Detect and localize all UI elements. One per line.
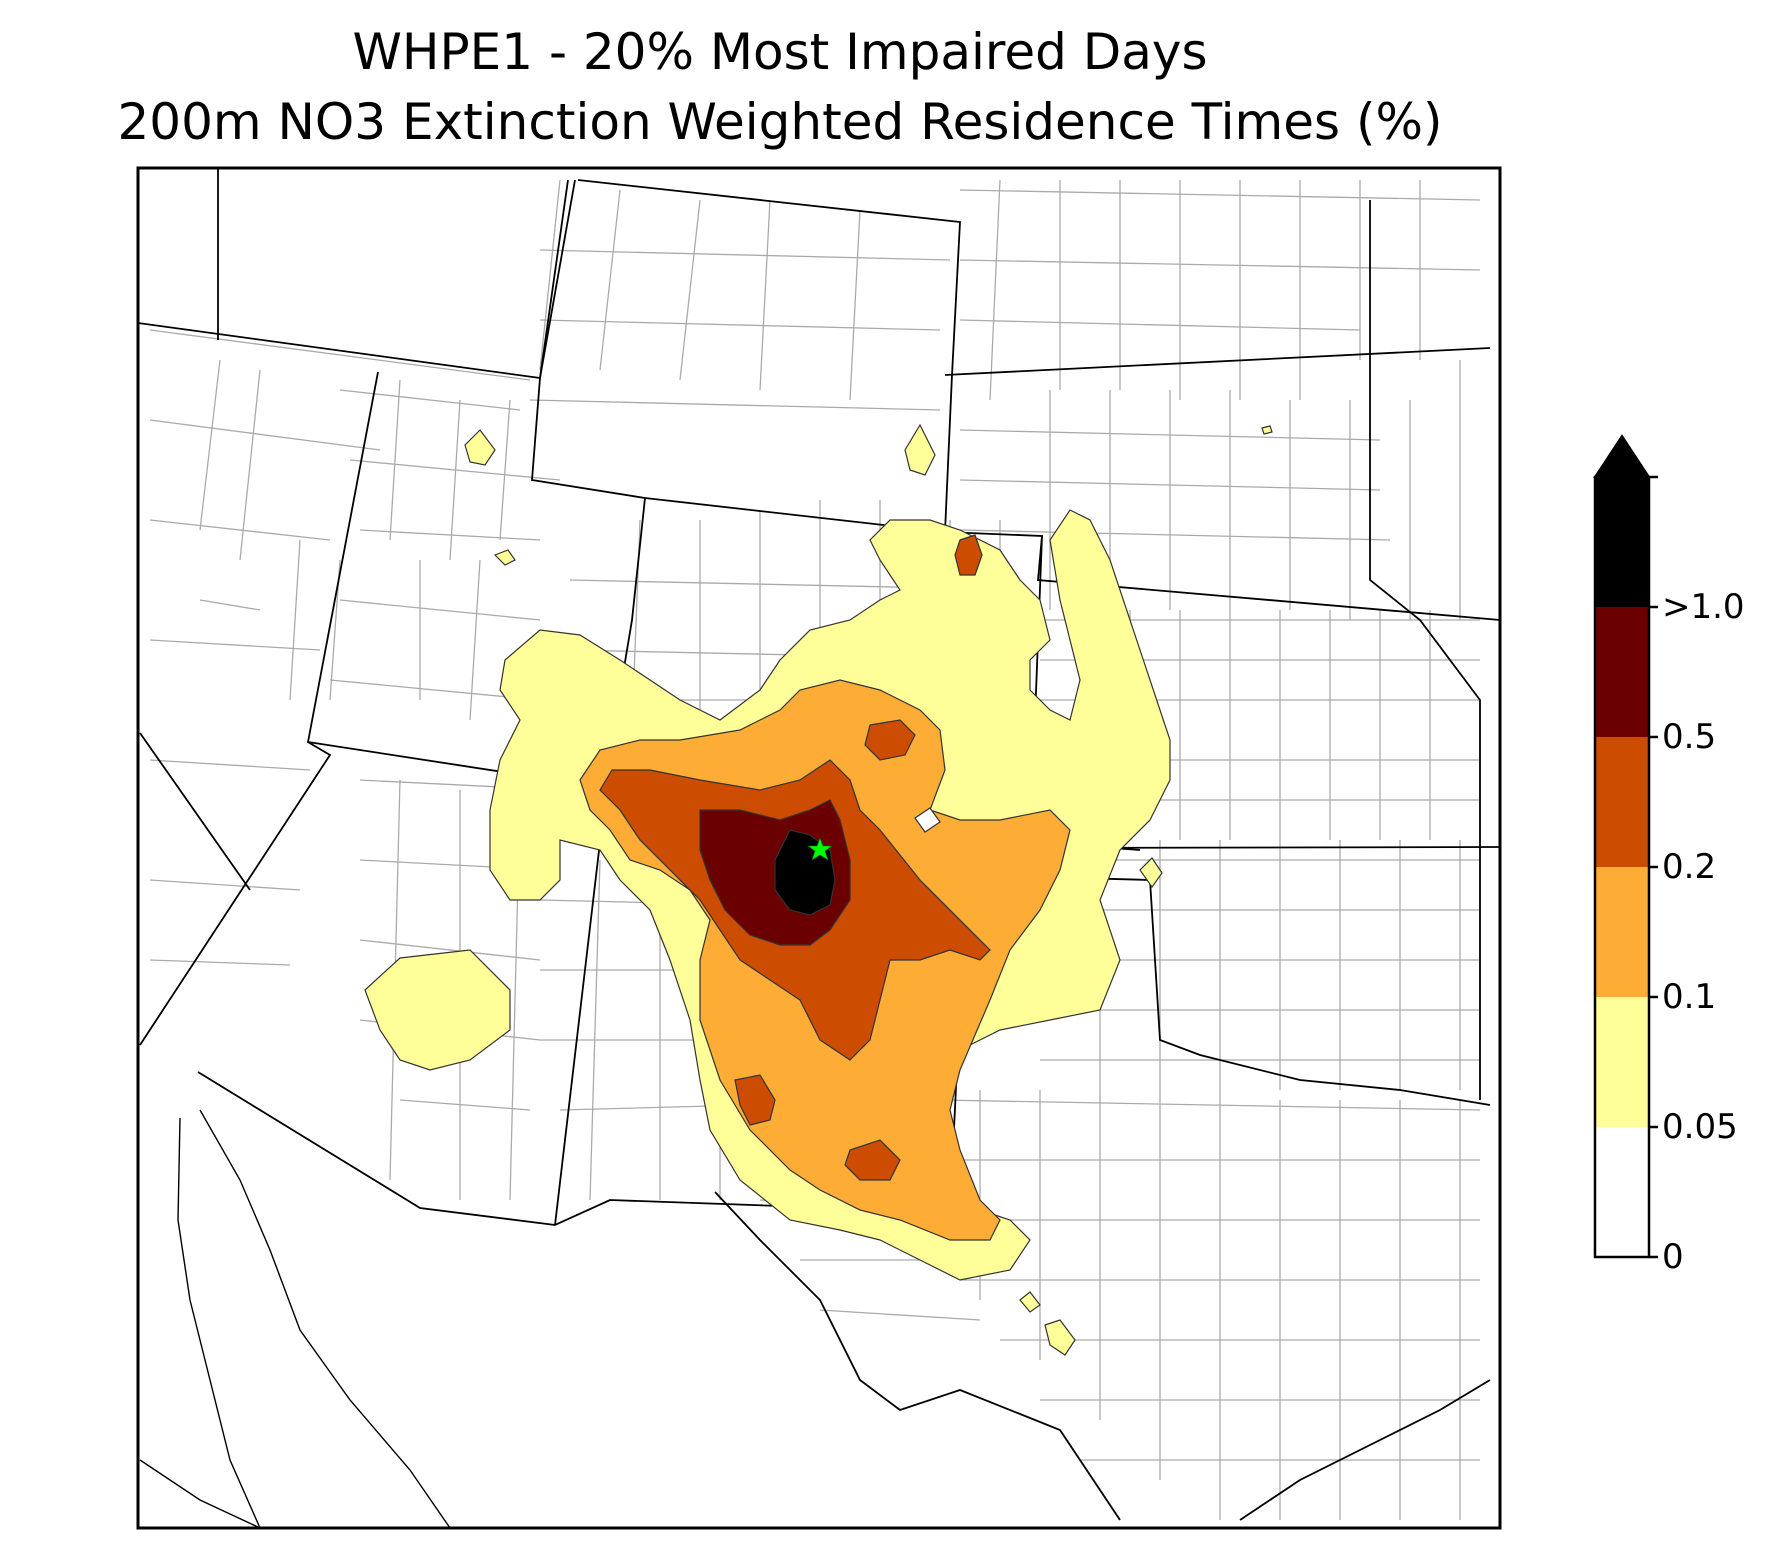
colorbar-label-0.1: 0.1 [1662, 977, 1717, 1017]
colorbar-segment-5 [1595, 477, 1649, 607]
colorbar-segment-0 [1595, 1127, 1649, 1257]
map-title-line2: 200m NO3 Extinction Weighted Residence T… [117, 93, 1443, 151]
contour-blob [1139, 857, 1163, 889]
contour-blob [914, 807, 941, 833]
contour-blob [734, 1074, 776, 1126]
contour-blob [1044, 1319, 1076, 1356]
map-frame [136, 166, 1502, 1530]
contour-blob [1019, 1291, 1041, 1313]
colorbar-label-0.5: 0.5 [1662, 717, 1717, 757]
colorbar-segment-4 [1595, 607, 1649, 737]
colorbar-segment-2 [1595, 867, 1649, 997]
colorbar-ticks [1649, 475, 1658, 1259]
coastline [139, 1109, 451, 1528]
colorbar-label-1.0: >1.0 [1662, 587, 1745, 627]
contour-blob [904, 423, 936, 476]
colorbar-label-0.05: 0.05 [1662, 1107, 1738, 1147]
contour-blob [364, 949, 511, 1071]
colorbar-label-0: 0 [1662, 1237, 1684, 1277]
map-title-line1: WHPE1 - 20% Most Impaired Days [352, 23, 1208, 81]
colorbar-extend-arrow [1593, 434, 1651, 478]
colorbar [1593, 434, 1658, 1259]
residence-time-contours [364, 423, 1273, 1356]
contour-blob [864, 719, 916, 761]
map-area [138, 168, 1500, 1528]
colorbar-label-0.2: 0.2 [1662, 847, 1717, 887]
colorbar-segment-3 [1595, 737, 1649, 867]
colorbar-segment-1 [1595, 997, 1649, 1127]
contour-blob [493, 549, 516, 566]
contour-blob [1261, 425, 1273, 435]
site-marker-star-icon [807, 837, 833, 861]
contour-blob [464, 429, 496, 466]
contour-blob [954, 534, 983, 576]
contour-blob [844, 1139, 901, 1181]
